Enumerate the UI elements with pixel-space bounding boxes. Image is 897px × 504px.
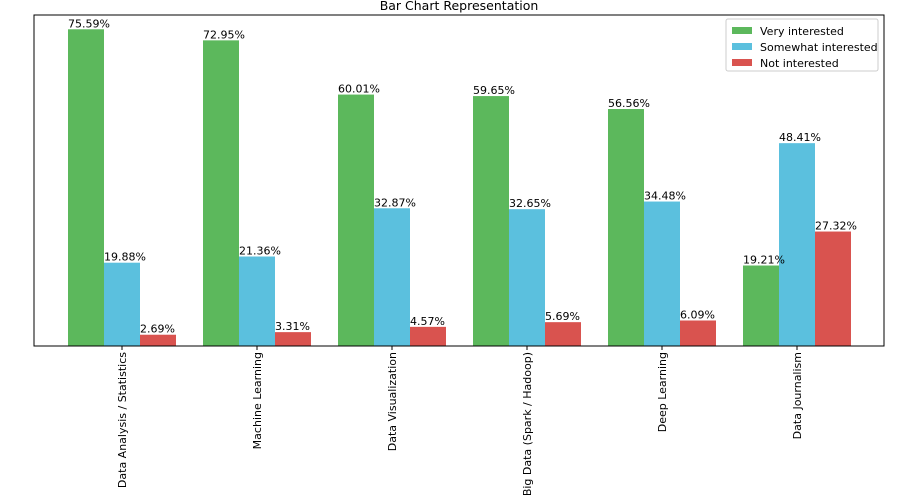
data-label-0-1: 19.88%: [104, 251, 146, 264]
bar-4-1: [644, 201, 680, 346]
legend-label-2: Not interested: [760, 57, 839, 70]
legend-swatch-0: [732, 27, 752, 34]
data-label-5-2: 27.32%: [815, 220, 857, 233]
data-label-3-0: 59.65%: [473, 84, 515, 97]
x-tick-label: Data Journalism: [791, 352, 804, 439]
legend-label-1: Somewhat interested: [760, 41, 878, 54]
legend-box: [725, 18, 879, 72]
data-label-1-0: 72.95%: [203, 28, 245, 41]
bar-2-0: [338, 94, 374, 346]
bar-2-1: [374, 208, 410, 346]
bar-3-2: [545, 322, 581, 346]
bar-1-0: [203, 40, 239, 347]
bar-4-2: [680, 320, 716, 346]
bar-0-0: [68, 29, 104, 346]
data-label-2-0: 60.01%: [338, 83, 380, 96]
bar-5-2: [815, 231, 851, 346]
data-labels-layer: 75.59% 19.88% 2.69% 72.95% 21.36% 3.31% 60.01%…: [68, 17, 857, 335]
x-tick-label: Machine Learning: [251, 352, 264, 449]
legend-swatch-2: [732, 59, 752, 66]
bar-0-2: [140, 334, 176, 346]
bars-layer: [68, 29, 851, 347]
bar-5-1: [779, 143, 815, 346]
data-label-0-0: 75.59%: [68, 17, 110, 30]
bar-1-2: [275, 332, 311, 346]
bar-3-1: [509, 209, 545, 346]
chart-title: Bar Chart Representation: [380, 0, 539, 13]
bar-3-0: [473, 96, 509, 346]
data-label-4-2: 6.09%: [680, 308, 715, 321]
legend-swatch-1: [732, 43, 752, 50]
data-label-3-2: 5.69%: [545, 310, 580, 323]
x-axis-ticks: Data Analysis / Statistics Machine Learni…: [116, 346, 804, 496]
data-label-2-1: 32.87%: [374, 196, 416, 209]
data-label-3-1: 32.65%: [509, 197, 551, 210]
x-tick-label: Data Visualization: [386, 352, 399, 451]
bar-0-1: [104, 262, 140, 346]
bar-5-0: [743, 265, 779, 346]
data-label-4-1: 34.48%: [644, 190, 686, 203]
bar-4-0: [608, 109, 644, 347]
data-label-0-2: 2.69%: [140, 323, 175, 336]
data-label-5-0: 19.21%: [743, 254, 785, 267]
x-tick-label: Data Analysis / Statistics: [116, 352, 129, 488]
x-tick-label: Deep Learning: [656, 352, 669, 432]
data-label-5-1: 48.41%: [779, 131, 821, 144]
data-label-1-2: 3.31%: [275, 320, 310, 333]
legend-label-0: Very interested: [760, 25, 844, 38]
legend: Very interested Somewhat interested Not in…: [725, 18, 879, 72]
bar-1-1: [239, 256, 275, 346]
data-label-4-0: 56.56%: [608, 97, 650, 110]
plot-area-frame: [33, 14, 885, 347]
x-tick-label: Big Data (Spark / Hadoop): [521, 352, 534, 496]
data-label-2-2: 4.57%: [410, 315, 445, 328]
bar-2-2: [410, 326, 446, 346]
data-label-1-1: 21.36%: [239, 245, 281, 258]
